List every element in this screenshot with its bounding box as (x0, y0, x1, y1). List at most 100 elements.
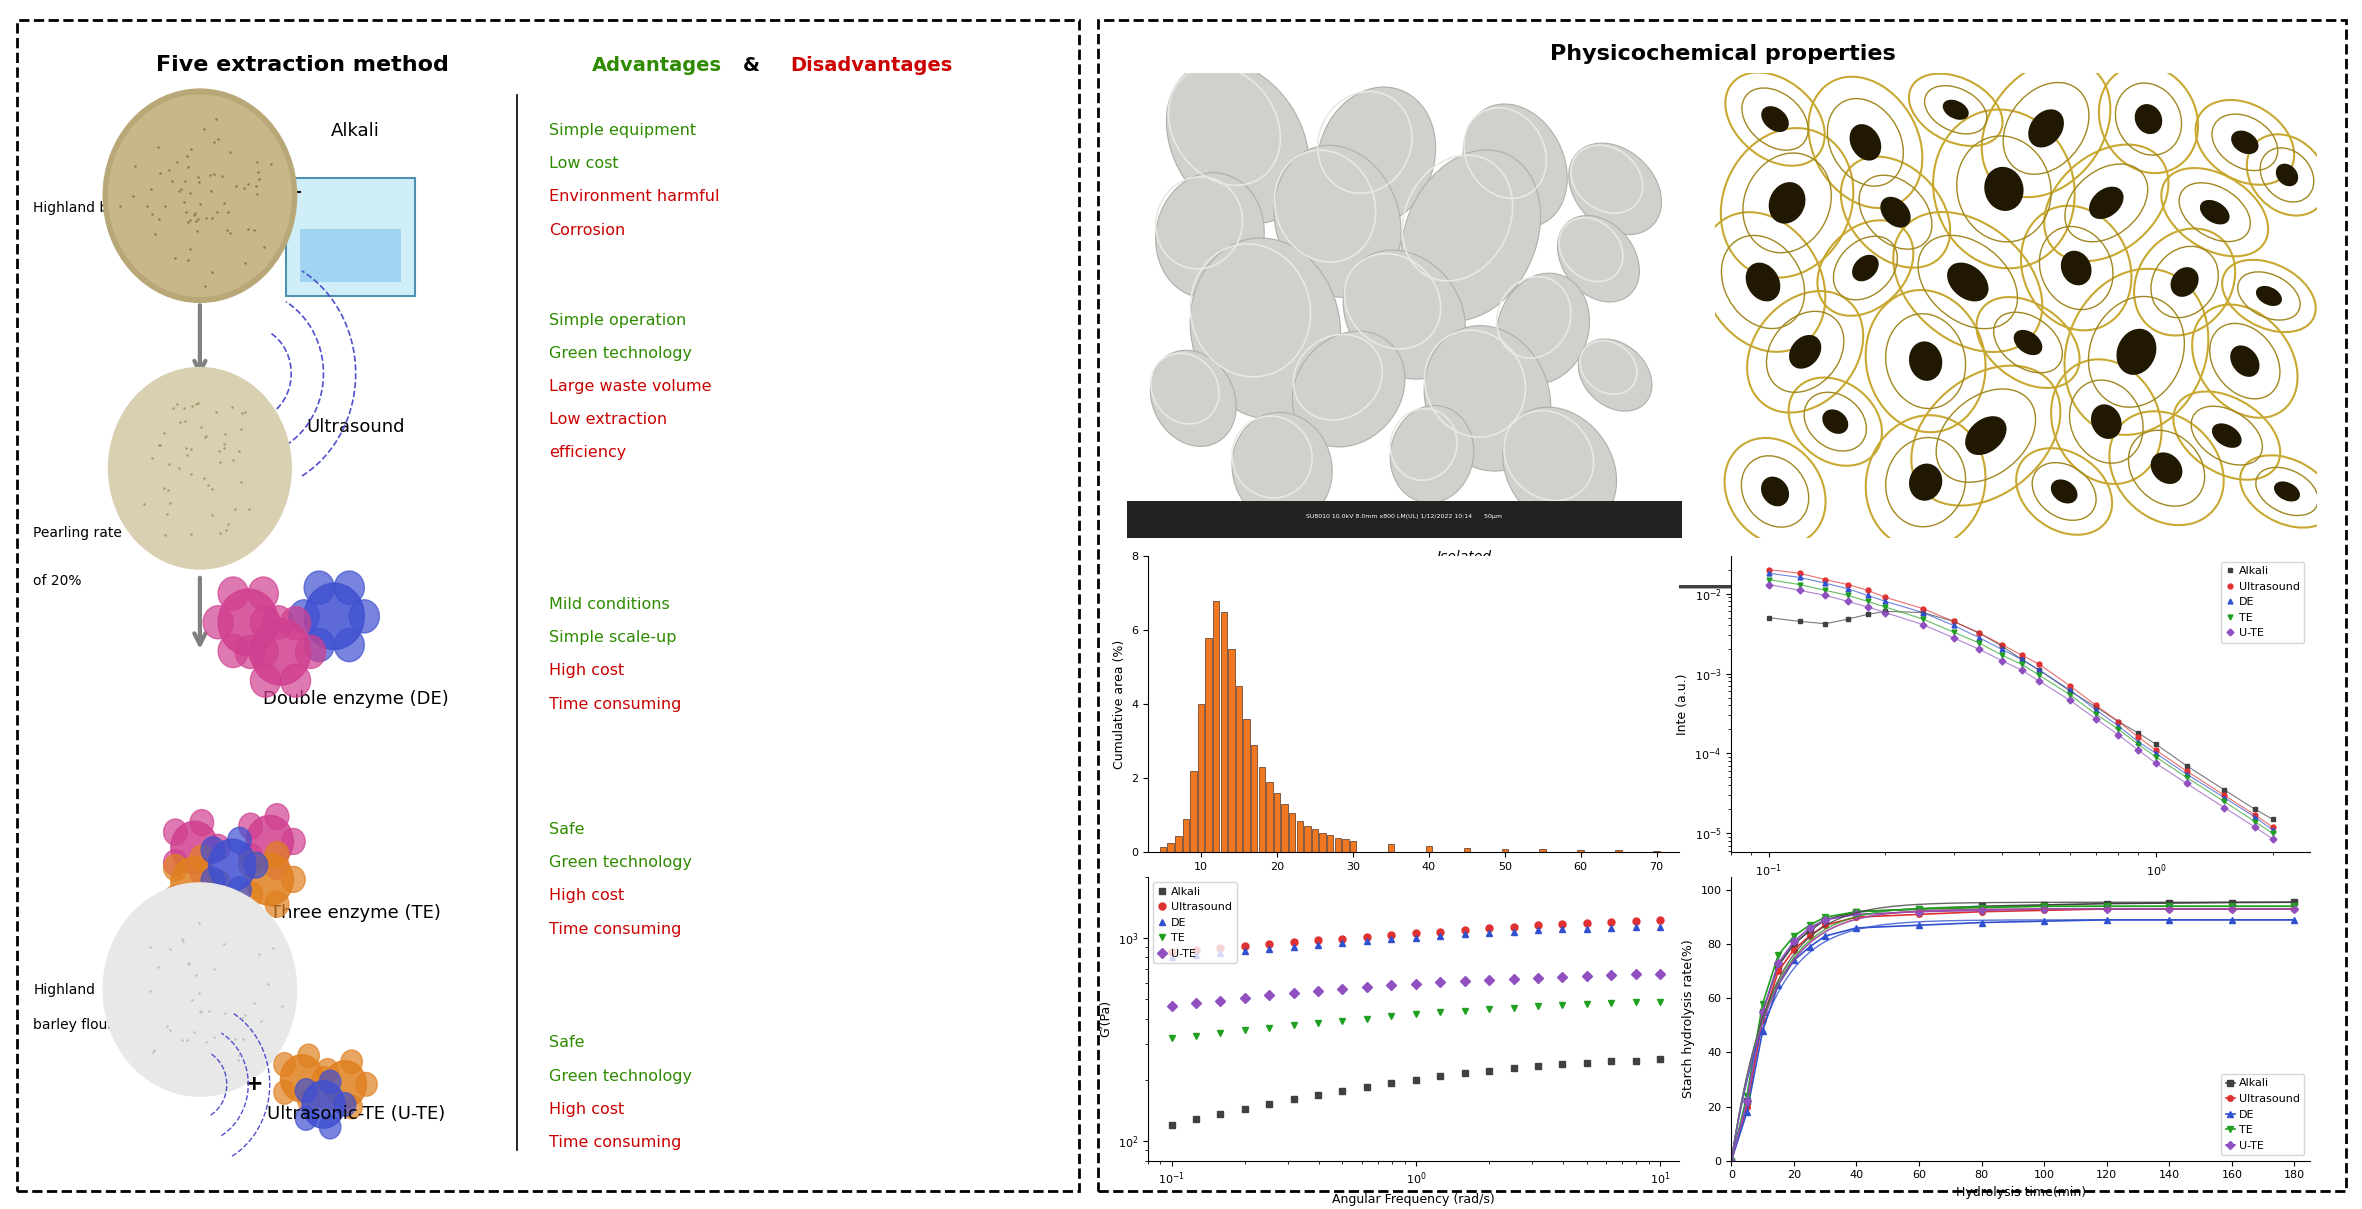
Bar (1327, 835, 1335, 852)
Alkali (1304, 1088, 1332, 1103)
Ultrasound (1748, 1013, 1776, 1028)
Bar (1502, 849, 1507, 852)
Alkali (2105, 715, 2133, 729)
TE (1280, 1018, 1309, 1032)
Circle shape (217, 635, 248, 667)
Bar (1252, 745, 1257, 852)
Ellipse shape (2171, 267, 2199, 297)
U-TE (1231, 990, 1259, 1005)
Circle shape (317, 1059, 338, 1082)
DE (2173, 767, 2201, 781)
Alkali (1450, 1065, 1479, 1080)
Ellipse shape (1557, 215, 1639, 302)
Ellipse shape (1344, 250, 1464, 380)
Ellipse shape (1849, 125, 1880, 161)
Line: DE: DE (1767, 571, 2275, 832)
Alkali (1280, 1092, 1309, 1106)
Text: Highland: Highland (33, 983, 94, 996)
Circle shape (262, 606, 293, 638)
Ultrasound (1254, 937, 1283, 951)
Alkali (2029, 897, 2057, 912)
Alkali (1871, 604, 1899, 619)
Ultrasound (1280, 935, 1309, 949)
Ellipse shape (1762, 106, 1788, 132)
TE (1812, 910, 1840, 925)
DE (1786, 571, 1814, 585)
TE (1842, 904, 1871, 919)
U-TE (1254, 988, 1283, 1002)
Circle shape (274, 1081, 295, 1104)
Ultrasound (1854, 583, 1883, 597)
Alkali (1327, 1083, 1356, 1098)
Circle shape (248, 577, 279, 611)
TE (1353, 1011, 1382, 1025)
DE (1965, 631, 1994, 646)
DE (1854, 588, 1883, 602)
U-TE (1779, 935, 1807, 949)
Circle shape (305, 571, 335, 604)
TE (2154, 899, 2182, 914)
Alkali (1908, 606, 1937, 620)
Ellipse shape (2256, 285, 2282, 306)
U-TE (1854, 600, 1883, 614)
X-axis label: q /nm⁻¹: q /nm⁻¹ (1996, 884, 2045, 897)
Alkali (2258, 812, 2286, 827)
DE (1280, 939, 1309, 954)
TE (2123, 737, 2152, 752)
Ultrasound (2218, 902, 2246, 916)
Text: efficiency: efficiency (548, 445, 626, 461)
Alkali (1748, 1005, 1776, 1019)
Bar (1290, 814, 1294, 852)
Alkali (2173, 758, 2201, 773)
TE (1476, 1002, 1505, 1017)
Circle shape (305, 583, 364, 649)
Bar (1427, 846, 1431, 852)
Alkali (1476, 1063, 1505, 1077)
Ellipse shape (1880, 197, 1911, 227)
Circle shape (243, 852, 267, 878)
Ultrasound (1427, 925, 1455, 939)
Circle shape (295, 635, 326, 669)
Ultrasound (1717, 1153, 1746, 1168)
Circle shape (324, 1060, 366, 1107)
U-TE (1304, 984, 1332, 999)
U-TE (2123, 742, 2152, 757)
Ellipse shape (1273, 145, 1401, 297)
TE (2211, 794, 2239, 809)
U-TE (2008, 663, 2036, 677)
TE (1968, 901, 1996, 915)
Y-axis label: G′(Pa): G′(Pa) (1098, 1000, 1113, 1037)
Ultrasound (1871, 590, 1899, 604)
Circle shape (281, 828, 305, 855)
DE (1427, 929, 1455, 943)
Circle shape (217, 577, 248, 611)
DE (1779, 953, 1807, 967)
Line: DE: DE (1169, 924, 1663, 961)
Text: Three enzyme (TE): Three enzyme (TE) (269, 903, 442, 921)
U-TE (1734, 1094, 1762, 1109)
Circle shape (163, 850, 187, 875)
Text: SU8010 10.0kV 8.0mm x800 LM(UL) 1/12/2022 10:14      50μm: SU8010 10.0kV 8.0mm x800 LM(UL) 1/12/202… (1306, 514, 1502, 520)
Circle shape (239, 851, 262, 877)
TE (1786, 577, 1814, 591)
Circle shape (298, 1089, 319, 1112)
TE (1904, 902, 1932, 916)
Circle shape (281, 867, 305, 892)
Ultrasound (1597, 915, 1625, 930)
Ellipse shape (2062, 250, 2090, 285)
Ellipse shape (2135, 104, 2161, 134)
Circle shape (170, 857, 217, 909)
Ellipse shape (1155, 173, 1264, 299)
Ultrasound (1327, 931, 1356, 945)
Text: Safe: Safe (548, 1035, 586, 1051)
Circle shape (335, 629, 364, 661)
Circle shape (250, 607, 281, 640)
Alkali (1500, 1062, 1528, 1076)
Alkali (1377, 1076, 1405, 1091)
U-TE (2173, 776, 2201, 791)
Alkali (1523, 1059, 1552, 1074)
DE (1812, 929, 1840, 943)
Ultrasound (1764, 964, 1793, 978)
Alkali (1181, 1112, 1209, 1127)
Bar (1259, 768, 1266, 852)
